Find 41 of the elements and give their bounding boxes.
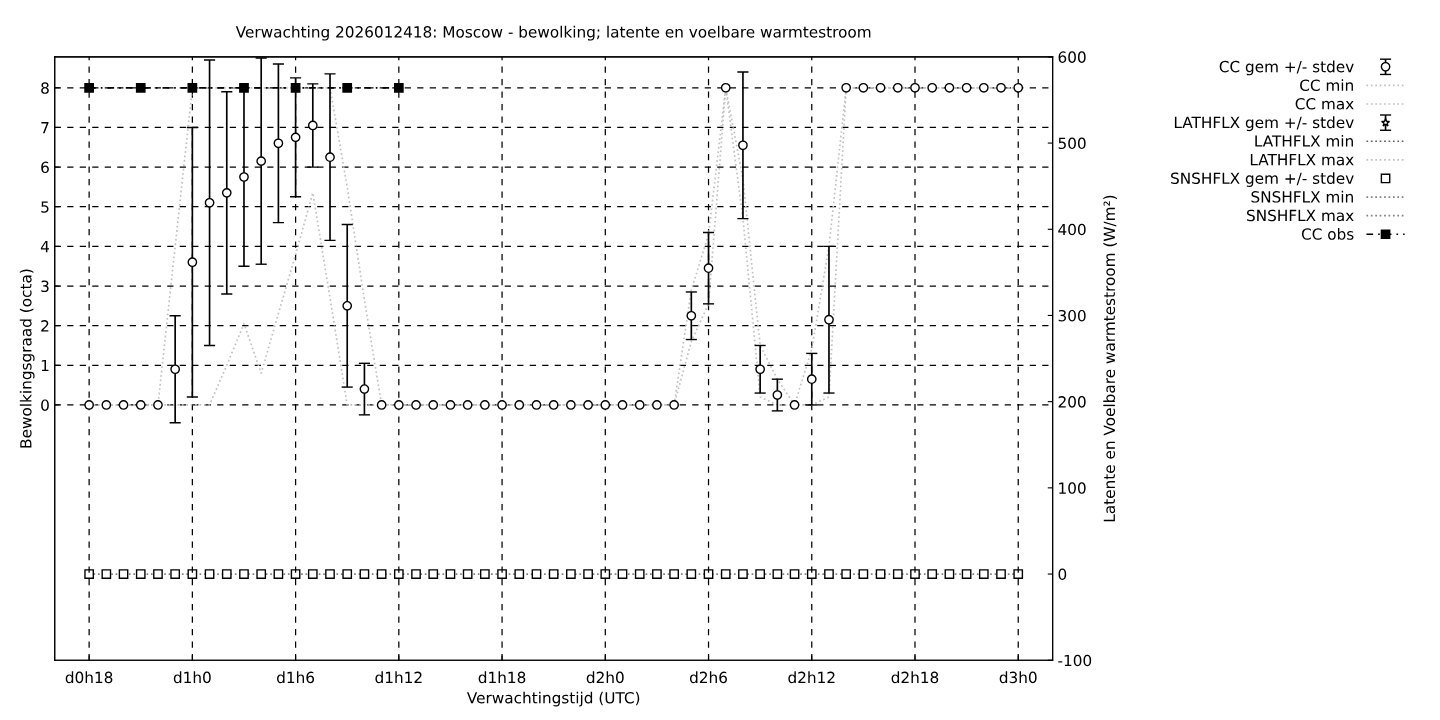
y-tick-label: 4 (40, 241, 49, 253)
x-tick-label: d3h0 (999, 671, 1037, 684)
x-tick-label: d1h0 (173, 671, 211, 684)
legend-label: SNSHFLX gem +/- stdev (1171, 172, 1354, 187)
y-axis-title: Bewolkingsgraad (octa) (19, 269, 35, 448)
x-axis-title: Verwachtingstijd (UTC) (466, 691, 640, 707)
y2-tick-label: 300 (1058, 309, 1086, 322)
x-tick-label: d2h12 (788, 671, 835, 684)
y-tick-label: 5 (41, 201, 49, 213)
x-tick-label: d1h6 (277, 671, 315, 684)
y2-tick-label: 400 (1058, 223, 1086, 236)
x-tick-label: d1h12 (375, 671, 422, 684)
y2-axis-title: Latente en Voelbare warmtestroom (W/m²) (1103, 195, 1117, 522)
legend-label: CC min (1300, 79, 1353, 91)
y2-tick-label: 200 (1058, 396, 1086, 408)
y-tick-label: 2 (41, 320, 49, 332)
y-tick-label: 8 (41, 82, 49, 94)
legend-label: SNSHFLX min (1251, 190, 1353, 203)
y-tick-label: 6 (41, 161, 49, 174)
x-tick-label: d2h18 (891, 671, 939, 684)
y2-tick-label: 0 (1058, 568, 1067, 581)
x-tick-label: d2h0 (586, 671, 624, 684)
x-tick-label: d1h18 (478, 671, 526, 684)
x-tick-label: d0h18 (65, 671, 113, 684)
y2-tick-label: 500 (1058, 137, 1086, 150)
y-tick-label: 1 (41, 359, 49, 372)
y2-tick-label: 600 (1058, 51, 1086, 63)
y2-tick-label: 100 (1059, 482, 1086, 494)
legend-label: LATHFLX min (1255, 134, 1353, 147)
y-tick-label: 0 (41, 399, 49, 411)
legend-label: LATHFLX max (1250, 154, 1354, 166)
legend-label: CC max (1295, 98, 1354, 110)
legend-label: CC gem +/- stdev (1219, 60, 1354, 76)
y-tick-label: 3 (41, 280, 49, 293)
y2-tick-label: -100 (1058, 654, 1092, 667)
chart-title: Verwachting 2026012418: Moscow - bewolking; latente en voelbare warmtestroom (235, 25, 871, 41)
legend-label: LATHFLX gem +/- stdev (1174, 116, 1354, 132)
y-tick-label: 7 (41, 122, 49, 134)
x-tick-label: d2h6 (689, 671, 727, 684)
legend-label: CC obs (1301, 228, 1354, 240)
legend-label: SNSHFLX max (1247, 209, 1354, 222)
